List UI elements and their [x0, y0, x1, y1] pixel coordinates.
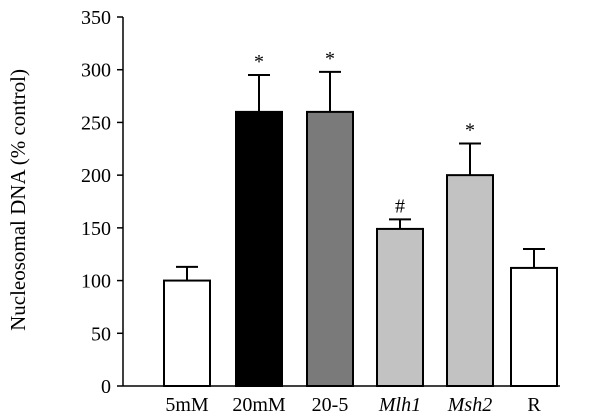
- significance-marker: *: [465, 120, 475, 142]
- y-axis-ticks: 0 50 100 150 200 250 300 350: [81, 7, 123, 398]
- bars: [163, 110, 558, 388]
- category-label: 20mM: [232, 394, 286, 416]
- y-tick-label: 100: [81, 271, 111, 293]
- y-tick-label: 50: [91, 323, 111, 345]
- y-tick-label: 200: [81, 165, 111, 187]
- category-label: 5mM: [165, 394, 209, 416]
- category-label: Mlh1: [378, 394, 421, 416]
- y-tick-label: 300: [81, 60, 111, 82]
- category-label: R: [527, 394, 541, 416]
- significance-marker: #: [395, 195, 405, 217]
- significance-marker: *: [254, 51, 264, 73]
- y-tick-label: 350: [81, 7, 111, 29]
- category-labels: 5mM 20mM 20-5 Mlh1 Msh2 R: [165, 394, 541, 416]
- bar-msh2: [446, 174, 494, 387]
- bar-mlh1: [376, 227, 424, 387]
- y-axis-title: Nucleosomal DNA (% control): [6, 69, 30, 331]
- bar-r: [510, 266, 558, 388]
- category-label: Msh2: [447, 394, 492, 416]
- significance-markers: * * # *: [254, 48, 475, 218]
- y-tick-label: 0: [101, 376, 111, 398]
- y-tick-label: 250: [81, 112, 111, 134]
- bar-20-5: [306, 110, 354, 387]
- significance-marker: *: [325, 48, 335, 70]
- error-bars: [176, 70, 545, 281]
- bar-5mm: [163, 279, 211, 388]
- y-tick-label: 150: [81, 218, 111, 240]
- category-label: 20-5: [312, 394, 349, 416]
- bar-20mm: [235, 110, 283, 387]
